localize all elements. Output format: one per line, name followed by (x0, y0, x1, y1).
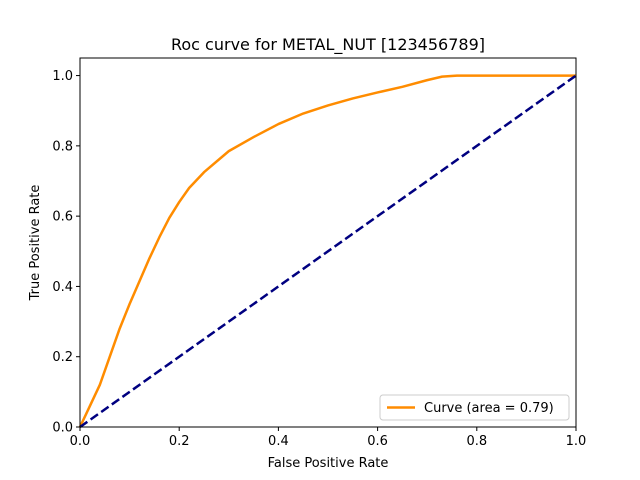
y-tick-label: 0.4 (52, 280, 73, 295)
plot-area (78, 74, 577, 429)
x-tick-label: 0.6 (367, 434, 388, 449)
roc-curve-line (78, 74, 576, 428)
legend: Curve (area = 0.79) (379, 394, 570, 421)
legend-entry: Curve (area = 0.79) (424, 401, 554, 416)
chance-diagonal-line (79, 74, 577, 429)
chart-title: Roc curve for METAL_NUT [123456789] (171, 35, 485, 55)
y-axis-ticks: 0.0 0.2 0.4 0.6 0.8 1.0 (52, 69, 80, 436)
x-tick-label: 1.0 (566, 434, 587, 449)
x-axis-ticks: 0.0 0.2 0.4 0.6 0.8 1.0 (70, 427, 587, 449)
y-tick-label: 0.6 (52, 210, 73, 225)
x-tick-label: 0.4 (268, 434, 289, 449)
x-axis-label: False Positive Rate (268, 456, 389, 471)
x-tick-label: 0.0 (70, 434, 91, 449)
y-tick-label: 0.2 (52, 350, 73, 365)
axes-frame (79, 57, 577, 428)
y-tick-label: 0.8 (52, 139, 73, 154)
y-tick-label: 0.0 (52, 421, 73, 436)
y-axis-label: True Positive Rate (28, 185, 43, 302)
legend-box (379, 394, 570, 421)
y-tick-label: 1.0 (52, 69, 73, 84)
x-tick-label: 0.8 (466, 434, 487, 449)
x-tick-label: 0.2 (169, 434, 190, 449)
